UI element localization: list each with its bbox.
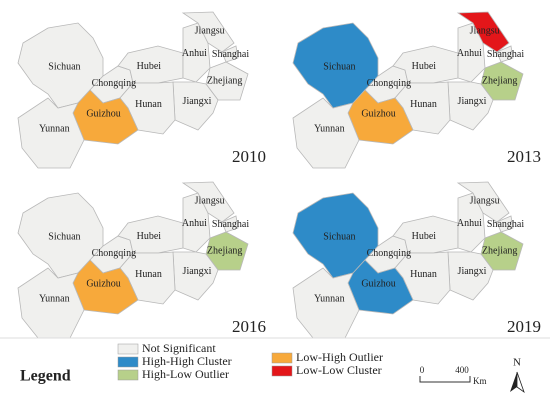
region-label: Shanghai [487,49,524,60]
region [17,97,85,169]
legend-label: Low-High Outlier [296,350,383,364]
north-arrow [510,372,517,392]
region-label: Yunnan [39,124,70,135]
region-label: Shanghai [212,49,249,60]
region-label: Zhejiang [207,246,243,257]
north-label: N [513,357,521,369]
region-label: Jiangsu [470,25,500,36]
region-label: Hunan [135,269,162,280]
region-label: Yunnan [314,124,345,135]
year-label: 2013 [507,147,541,166]
region-label: Chongqing [367,248,411,259]
region-label: Yunnan [39,294,70,305]
region-label: Hunan [410,269,437,280]
region [447,81,494,131]
legend-swatch [117,369,139,381]
region [292,267,360,339]
region-label: Anhui [182,48,207,59]
region-label: Jiangsu [195,25,225,36]
region-label: Guizhou [361,109,395,120]
legend-title: Legend [20,368,71,385]
region-label: Jiangxi [183,96,212,107]
region-label: Hunan [410,99,437,110]
year-label: 2010 [232,147,266,166]
legend-label: High-Low Outlier [142,367,229,381]
region [347,259,414,315]
year-label: 2016 [232,317,266,336]
scale-bar [419,376,471,383]
region-label: Guizhou [86,279,120,290]
region-label: Jiangxi [183,266,212,277]
region-label: Jiangsu [470,195,500,206]
region-label: Shanghai [212,219,249,230]
region-label: Jiangsu [195,195,225,206]
region [221,215,239,233]
legend-swatch [271,365,293,377]
region-label: Chongqing [92,78,136,89]
scale-label: 0 [420,365,425,375]
region [172,81,219,131]
legend-label: Low-Low Cluster [296,363,382,377]
legend-label: High-High Cluster [142,354,232,368]
legend-swatch [271,352,293,364]
region [496,215,514,233]
region-label: Sichuan [323,62,355,73]
region [172,251,219,301]
region-label: Yunnan [314,294,345,305]
legend-label: Not Significant [142,341,216,355]
year-label: 2019 [507,317,541,336]
region [72,89,139,145]
region-label: Sichuan [48,62,80,73]
region-label: Jiangxi [458,266,487,277]
scale-label: 400 [455,365,469,375]
region-label: Anhui [182,218,207,229]
region-label: Chongqing [367,78,411,89]
region [447,251,494,301]
region-label: Anhui [457,218,482,229]
region-label: Zhejiang [482,246,518,257]
region-label: Hubei [137,61,162,72]
region [292,97,360,169]
legend-swatch [117,356,139,368]
region-label: Sichuan [48,232,80,243]
region-label: Chongqing [92,248,136,259]
region-label: Anhui [457,48,482,59]
region [347,89,414,145]
legend-swatch [117,343,139,355]
region-label: Zhejiang [482,76,518,87]
region-label: Guizhou [86,109,120,120]
region-label: Shanghai [487,219,524,230]
region [17,267,85,339]
region [72,259,139,315]
region-label: Jiangxi [458,96,487,107]
region-label: Hubei [137,231,162,242]
region-label: Hubei [412,61,437,72]
region-label: Hubei [412,231,437,242]
region-label: Zhejiang [207,76,243,87]
region [496,45,514,63]
scale-unit: Km [473,376,487,386]
north-arrow [516,371,525,394]
region [221,45,239,63]
region-label: Hunan [135,99,162,110]
region-label: Sichuan [323,232,355,243]
region-label: Guizhou [361,279,395,290]
